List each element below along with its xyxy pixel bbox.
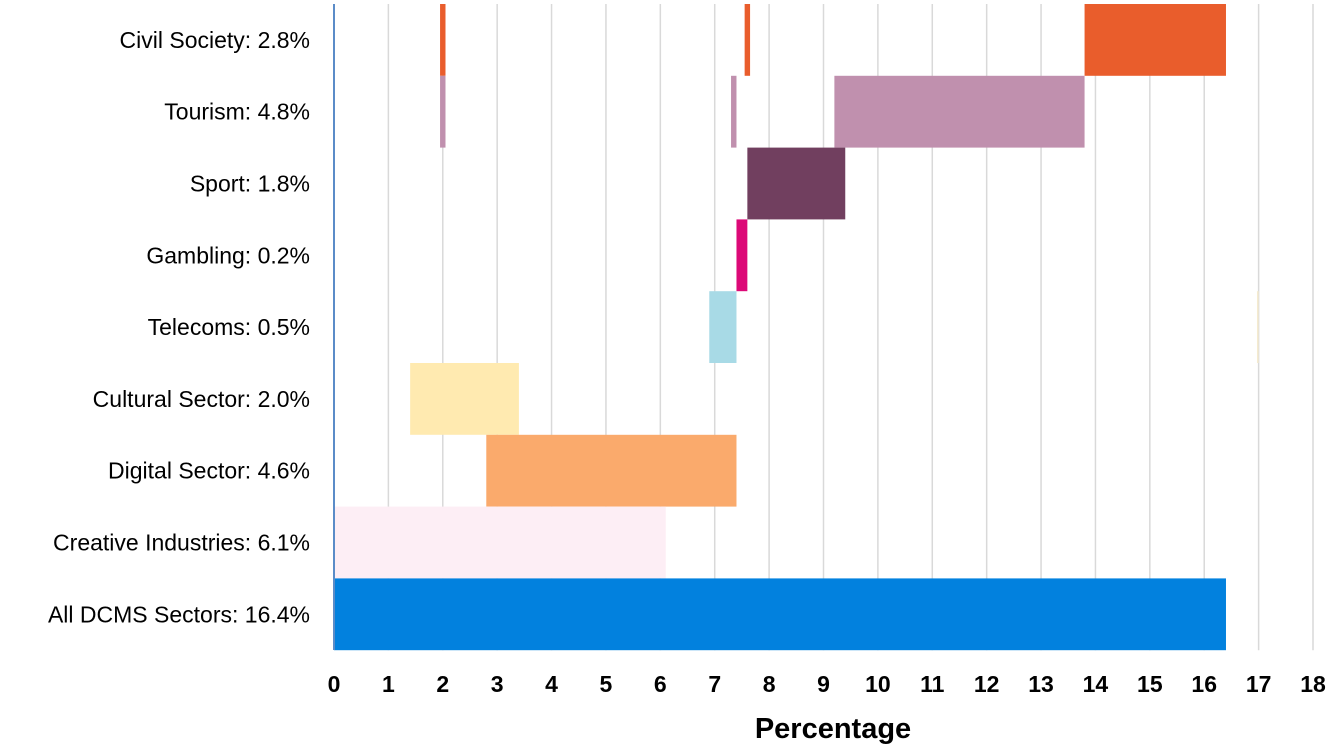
x-tick-label-17: 17 bbox=[1246, 671, 1272, 697]
bar-all-dcms-sectors-13 bbox=[334, 578, 1226, 651]
category-label-telecoms: Telecoms: 0.5% bbox=[148, 314, 310, 340]
category-label-civil-society: Civil Society: 2.8% bbox=[120, 27, 310, 53]
x-tick-label-3: 3 bbox=[491, 671, 504, 697]
x-tick-label-9: 9 bbox=[817, 671, 830, 697]
x-tick-label-2: 2 bbox=[436, 671, 449, 697]
category-label-creative-industries: Creative Industries: 6.1% bbox=[53, 530, 310, 556]
category-label-digital-sector: Digital Sector: 4.6% bbox=[108, 458, 310, 484]
x-tick-labels: 0 1 2 3 4 5 6 7 8 9 10 11 12 13 14 15 16 17 18 bbox=[328, 671, 1326, 697]
bar-civil-society-2 bbox=[440, 4, 446, 76]
bar-telecoms-8 bbox=[709, 291, 737, 363]
bar-sport-6 bbox=[747, 147, 846, 220]
x-tick-label-13: 13 bbox=[1028, 671, 1054, 697]
x-tick-label-6: 6 bbox=[654, 671, 667, 697]
bar-creative-industries-12 bbox=[334, 506, 666, 579]
category-label-sport: Sport: 1.8% bbox=[190, 171, 310, 197]
bar-civil-society-1 bbox=[744, 4, 751, 76]
bar-civil-society-0 bbox=[1084, 4, 1226, 76]
bar-tourism-5 bbox=[440, 75, 446, 148]
x-tick-label-18: 18 bbox=[1300, 671, 1326, 697]
x-tick-label-11: 11 bbox=[920, 671, 945, 697]
bar-telecoms-9 bbox=[1256, 291, 1259, 363]
x-tick-label-7: 7 bbox=[708, 671, 721, 697]
x-tick-label-16: 16 bbox=[1191, 671, 1217, 697]
bar-tourism-4 bbox=[731, 75, 737, 148]
x-tick-label-0: 0 bbox=[328, 671, 341, 697]
x-tick-label-10: 10 bbox=[865, 671, 891, 697]
x-tick-label-4: 4 bbox=[545, 671, 558, 697]
x-tick-label-1: 1 bbox=[382, 671, 395, 697]
x-tick-label-12: 12 bbox=[974, 671, 1000, 697]
bar-tourism-3 bbox=[834, 75, 1085, 148]
category-label-cultural-sector: Cultural Sector: 2.0% bbox=[93, 386, 310, 412]
bars bbox=[334, 4, 1259, 651]
bar-gambling-7 bbox=[736, 219, 748, 292]
category-label-tourism: Tourism: 4.8% bbox=[164, 99, 310, 125]
x-axis-title: Percentage bbox=[755, 713, 911, 745]
bar-cultural-sector-10 bbox=[410, 363, 519, 435]
category-labels: Civil Society: 2.8% Tourism: 4.8% Sport: 1… bbox=[48, 27, 310, 627]
x-tick-label-15: 15 bbox=[1137, 671, 1163, 697]
x-tick-label-5: 5 bbox=[600, 671, 613, 697]
category-label-gambling: Gambling: 0.2% bbox=[146, 242, 310, 268]
bar-digital-sector-11 bbox=[486, 434, 737, 507]
category-label-all-dcms-sectors: All DCMS Sectors: 16.4% bbox=[48, 601, 310, 627]
x-tick-label-14: 14 bbox=[1083, 671, 1109, 697]
x-tick-label-8: 8 bbox=[763, 671, 776, 697]
